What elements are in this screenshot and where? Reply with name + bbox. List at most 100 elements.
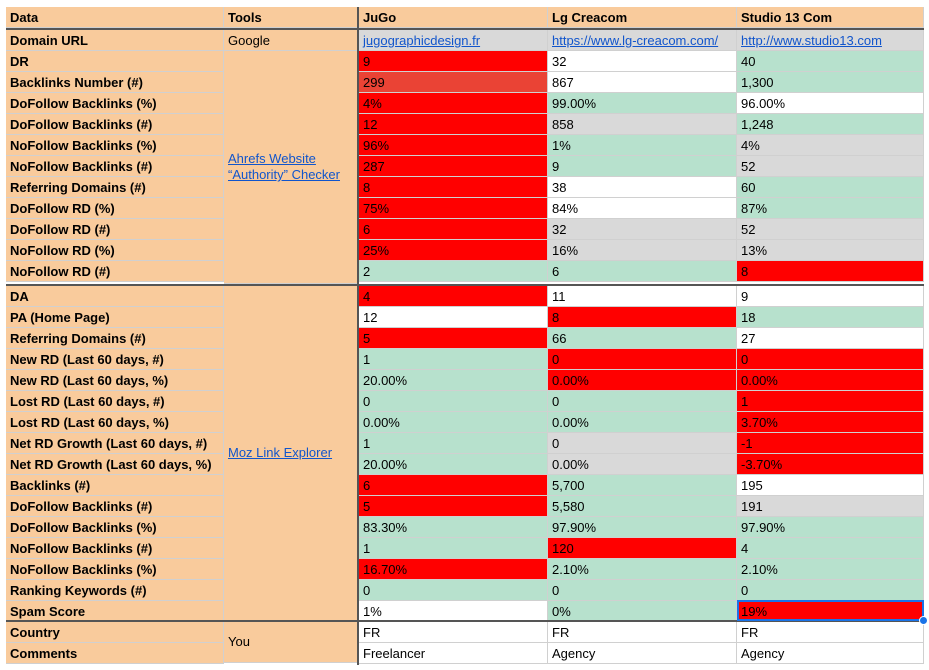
value-cell-site-3[interactable]: 9 [737, 286, 924, 307]
header-site-3[interactable]: Studio 13 Com [737, 7, 924, 28]
value-cell-site-1[interactable]: 20.00% [359, 454, 548, 475]
value-cell-site-3[interactable]: 1 [737, 391, 924, 412]
row-label[interactable]: NoFollow Backlinks (%) [6, 559, 224, 580]
value-cell-site-2[interactable]: 5,580 [548, 496, 737, 517]
row-label[interactable]: Net RD Growth (Last 60 days, #) [6, 433, 224, 454]
row-label[interactable]: NoFollow Backlinks (#) [6, 538, 224, 559]
row-label[interactable]: DoFollow Backlinks (#) [6, 114, 224, 135]
row-label[interactable]: Comments [6, 643, 224, 664]
value-cell-site-1[interactable]: 8 [359, 177, 548, 198]
value-cell-site-2[interactable]: 0.00% [548, 370, 737, 391]
value-cell-site-3[interactable]: 13% [737, 240, 924, 261]
value-cell-site-1[interactable]: 75% [359, 198, 548, 219]
header-data[interactable]: Data [6, 7, 224, 28]
value-cell-site-2[interactable]: 32 [548, 219, 737, 240]
value-cell-site-2[interactable]: 0.00% [548, 454, 737, 475]
row-label[interactable]: New RD (Last 60 days, #) [6, 349, 224, 370]
value-cell-site-2[interactable]: 0.00% [548, 412, 737, 433]
domain-link-2[interactable]: https://www.lg-creacom.com/ [548, 30, 737, 51]
value-cell-site-1[interactable]: 12 [359, 114, 548, 135]
value-cell-site-3[interactable]: 27 [737, 328, 924, 349]
value-cell-site-2[interactable]: 8 [548, 307, 737, 328]
value-cell-site-1[interactable]: 6 [359, 219, 548, 240]
row-label[interactable]: DoFollow Backlinks (#) [6, 496, 224, 517]
value-cell-site-3[interactable]: FR [737, 622, 924, 643]
row-label[interactable]: Domain URL [6, 30, 224, 51]
value-cell-site-1[interactable]: 1 [359, 538, 548, 559]
value-cell-site-3[interactable]: 52 [737, 156, 924, 177]
value-cell-site-2[interactable]: 97.90% [548, 517, 737, 538]
value-cell-site-2[interactable]: 99.00% [548, 93, 737, 114]
value-cell-site-1[interactable]: 12 [359, 307, 548, 328]
row-label[interactable]: DoFollow Backlinks (%) [6, 517, 224, 538]
selection-fill-handle[interactable] [919, 616, 928, 625]
row-label[interactable]: DoFollow RD (%) [6, 198, 224, 219]
value-cell-site-3[interactable]: Agency [737, 643, 924, 664]
value-cell-site-3[interactable]: 0.00% [737, 370, 924, 391]
value-cell-site-2[interactable]: 2.10% [548, 559, 737, 580]
value-cell-site-2[interactable]: 16% [548, 240, 737, 261]
value-cell-site-2[interactable]: 0% [548, 601, 737, 622]
value-cell-site-2[interactable]: 0 [548, 433, 737, 454]
row-label[interactable]: Referring Domains (#) [6, 177, 224, 198]
value-cell-site-1[interactable]: Freelancer [359, 643, 548, 664]
value-cell-site-1[interactable]: 0 [359, 391, 548, 412]
row-label[interactable]: Country [6, 622, 224, 643]
value-cell-site-3[interactable]: -3.70% [737, 454, 924, 475]
row-label[interactable]: NoFollow Backlinks (%) [6, 135, 224, 156]
value-cell-site-1[interactable]: FR [359, 622, 548, 643]
value-cell-site-1[interactable]: 83.30% [359, 517, 548, 538]
value-cell-site-2[interactable]: FR [548, 622, 737, 643]
value-cell-site-1[interactable]: 1 [359, 433, 548, 454]
value-cell-site-2[interactable]: 32 [548, 51, 737, 72]
value-cell-site-3[interactable]: 1,248 [737, 114, 924, 135]
value-cell-site-1[interactable]: 287 [359, 156, 548, 177]
value-cell-site-1[interactable]: 299 [359, 72, 548, 93]
value-cell-site-3[interactable]: 40 [737, 51, 924, 72]
value-cell-site-3[interactable]: 2.10% [737, 559, 924, 580]
row-label[interactable]: DR [6, 51, 224, 72]
value-cell-site-3[interactable]: 195 [737, 475, 924, 496]
value-cell-site-1[interactable]: 96% [359, 135, 548, 156]
value-cell-site-2[interactable]: 66 [548, 328, 737, 349]
ahrefs-link[interactable]: Ahrefs Website “Authority” Checker [228, 151, 340, 182]
value-cell-site-3[interactable]: 4 [737, 538, 924, 559]
value-cell-site-3[interactable]: 18 [737, 307, 924, 328]
value-cell-site-1[interactable]: 0 [359, 580, 548, 601]
value-cell-site-1[interactable]: 4% [359, 93, 548, 114]
moz-link[interactable]: Moz Link Explorer [228, 444, 333, 460]
value-cell-site-1[interactable]: 9 [359, 51, 548, 72]
value-cell-site-1[interactable]: 1% [359, 601, 548, 622]
value-cell-site-1[interactable]: 25% [359, 240, 548, 261]
value-cell-site-1[interactable]: 5 [359, 328, 548, 349]
row-label[interactable]: DA [6, 286, 224, 307]
value-cell-site-1[interactable]: 2 [359, 261, 548, 282]
value-cell-site-3[interactable]: 3.70% [737, 412, 924, 433]
value-cell-site-1[interactable]: 16.70% [359, 559, 548, 580]
value-cell-site-2[interactable]: 0 [548, 349, 737, 370]
value-cell-site-2[interactable]: 84% [548, 198, 737, 219]
row-label[interactable]: DoFollow RD (#) [6, 219, 224, 240]
value-cell-site-2[interactable]: Agency [548, 643, 737, 664]
value-cell-site-2[interactable]: 6 [548, 261, 737, 282]
row-label[interactable]: PA (Home Page) [6, 307, 224, 328]
value-cell-site-3[interactable]: 96.00% [737, 93, 924, 114]
value-cell-site-1[interactable]: 0.00% [359, 412, 548, 433]
value-cell-site-1[interactable]: 6 [359, 475, 548, 496]
header-tools[interactable]: Tools [224, 7, 359, 28]
value-cell-site-3[interactable]: 0 [737, 349, 924, 370]
value-cell-site-2[interactable]: 11 [548, 286, 737, 307]
domain-link-1[interactable]: jugographicdesign.fr [359, 30, 548, 51]
value-cell-site-2[interactable]: 0 [548, 580, 737, 601]
row-label[interactable]: Backlinks Number (#) [6, 72, 224, 93]
value-cell-site-2[interactable]: 1% [548, 135, 737, 156]
value-cell-site-2[interactable]: 120 [548, 538, 737, 559]
row-label[interactable]: Referring Domains (#) [6, 328, 224, 349]
row-label[interactable]: Backlinks (#) [6, 475, 224, 496]
row-label[interactable]: Lost RD (Last 60 days, #) [6, 391, 224, 412]
row-label[interactable]: New RD (Last 60 days, %) [6, 370, 224, 391]
value-cell-site-2[interactable]: 38 [548, 177, 737, 198]
value-cell-site-2[interactable]: 0 [548, 391, 737, 412]
value-cell-site-3[interactable]: 0 [737, 580, 924, 601]
value-cell-site-2[interactable]: 9 [548, 156, 737, 177]
